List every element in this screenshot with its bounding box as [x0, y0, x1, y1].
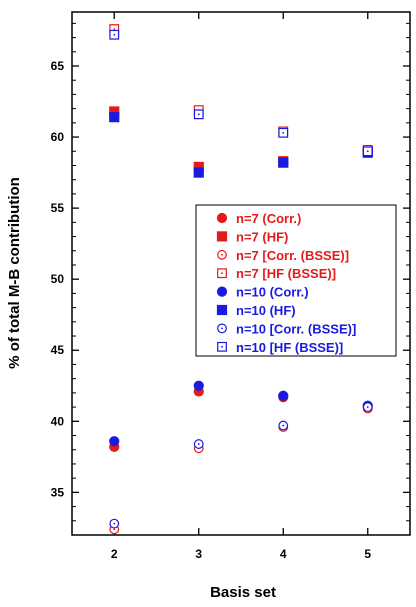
series [109, 403, 373, 535]
legend-box [195, 204, 397, 357]
x-tick-label: 2 [111, 547, 118, 561]
series [109, 106, 373, 173]
series [109, 112, 373, 178]
x-axis-title: Basis set [210, 584, 276, 601]
y-tick-label: 45 [51, 343, 65, 357]
series [109, 380, 373, 447]
x-tick-label: 4 [280, 547, 287, 561]
legend-marker [216, 286, 228, 297]
legend-label: n=7 [HF (BSSE)] [236, 266, 336, 281]
data-point-center-dot [113, 28, 116, 30]
legend-marker [216, 304, 228, 316]
legend-marker [216, 212, 228, 224]
x-tick-label: 5 [364, 547, 371, 561]
y-tick-label: 35 [51, 485, 65, 499]
data-point-center-dot [282, 424, 285, 427]
series [109, 386, 373, 452]
data-point-center-dot [366, 150, 369, 153]
data-point-center-dot [197, 113, 200, 116]
data-point-center-dot [197, 443, 200, 445]
legend-marker-center-dot [221, 327, 223, 330]
data-point [109, 436, 120, 447]
legend-label: n=10 [Corr. (BSSE)] [236, 321, 356, 336]
legend-marker [216, 231, 228, 242]
data-point [278, 157, 289, 168]
legend-marker-center-dot [221, 345, 223, 348]
data-point-center-dot [366, 406, 369, 408]
series [109, 402, 373, 529]
legend-label: n=7 (Corr.) [236, 211, 301, 226]
legend-label: n=10 (Corr.) [236, 285, 309, 300]
data-point-center-dot [113, 528, 116, 531]
data-point [278, 390, 289, 401]
data-point [193, 167, 204, 178]
data-point [109, 112, 120, 123]
series [109, 29, 373, 157]
y-tick-label: 55 [51, 201, 65, 215]
data-point-center-dot [113, 522, 116, 525]
data-point-center-dot [113, 33, 116, 36]
data-point [193, 380, 204, 391]
legend-marker-center-dot [221, 272, 223, 275]
plot-frame [71, 11, 411, 536]
y-tick-label: 65 [51, 59, 65, 73]
y-axis: 35 40 45 50 55 60 65 [51, 22, 410, 536]
data-points [109, 24, 373, 535]
y-tick-label: 60 [51, 130, 65, 144]
legend-label: n=10 [HF (BSSE)] [236, 340, 343, 355]
legend: n=7 (Corr.) n=7 (HF) n=7 [Corr. (BSSE)] n=7… [195, 204, 397, 357]
legend-label: n=7 (HF) [236, 229, 288, 244]
x-tick-label: 3 [195, 547, 202, 561]
series [109, 24, 373, 155]
y-tick-label: 40 [51, 414, 65, 428]
legend-label: n=10 (HF) [236, 303, 296, 318]
data-point-center-dot [282, 131, 285, 134]
legend-label: n=7 [Corr. (BSSE)] [236, 248, 349, 263]
y-tick-label: 50 [51, 272, 65, 286]
y-axis-title: % of total M-B contribution [6, 177, 23, 369]
legend-marker-center-dot [221, 253, 223, 256]
